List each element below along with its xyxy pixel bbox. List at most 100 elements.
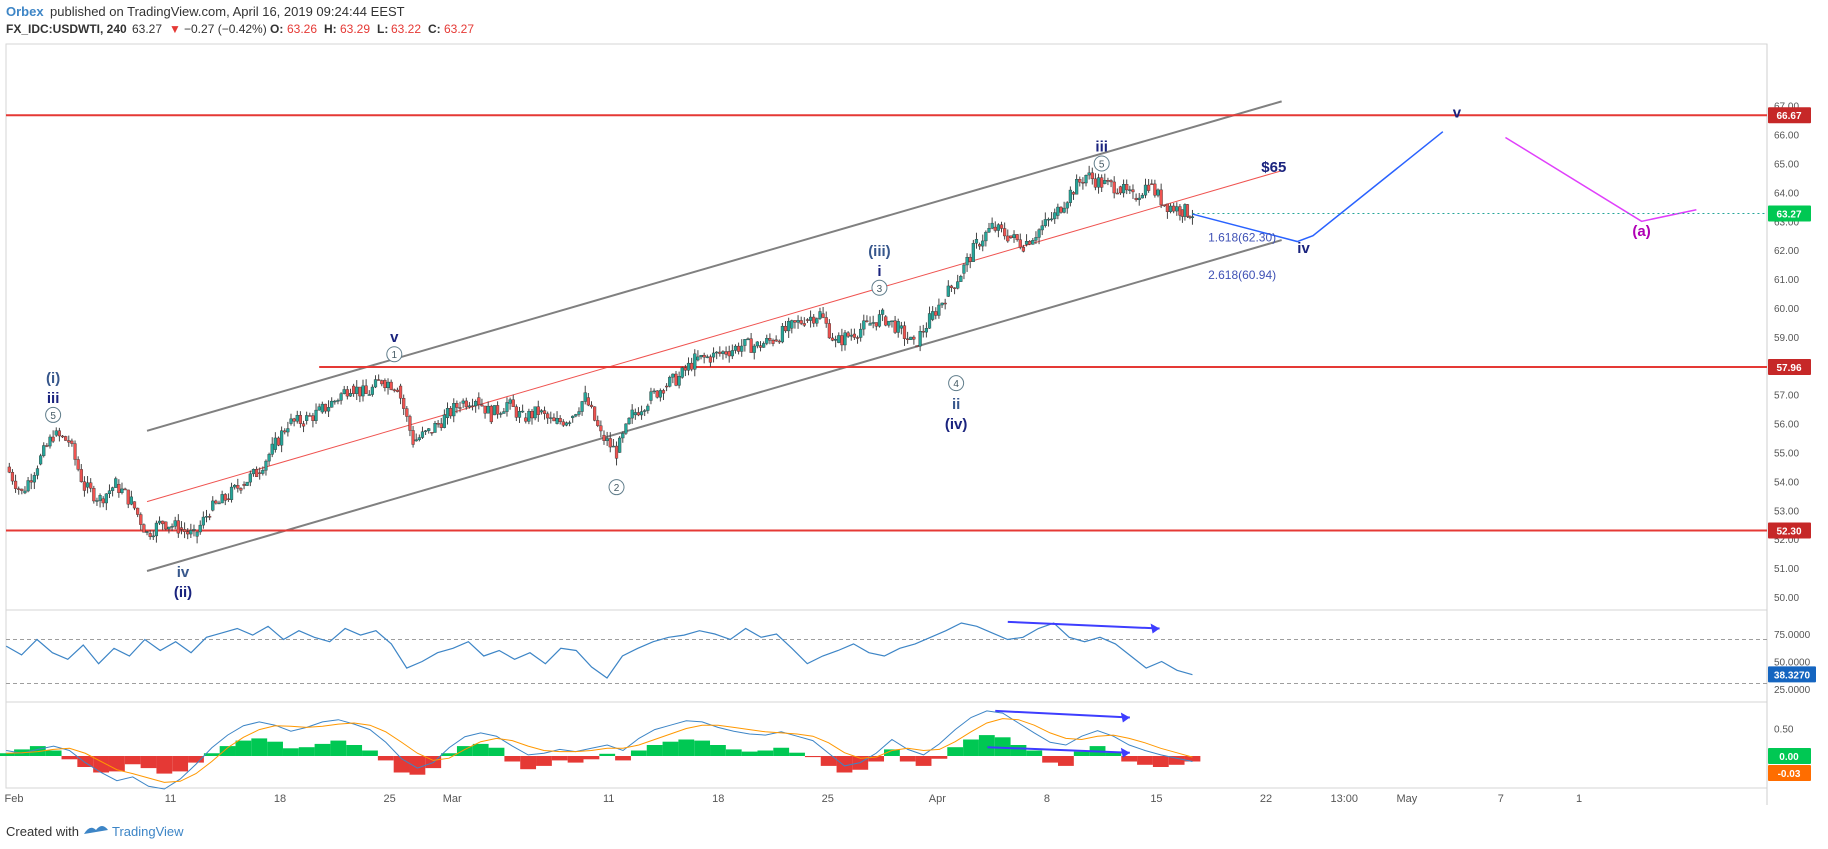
candle-body <box>117 484 121 493</box>
candle-body <box>1109 180 1113 183</box>
candle-body <box>978 244 982 247</box>
candle-body <box>984 231 988 242</box>
candle-body <box>990 222 994 229</box>
candle-body <box>1006 235 1010 242</box>
candle-body <box>862 320 866 330</box>
candle-body <box>1125 184 1129 191</box>
candle-body <box>624 423 628 434</box>
candle-body <box>1056 206 1060 216</box>
macd-hist-badge <box>1768 748 1811 764</box>
candle-body <box>273 437 277 450</box>
candle-body <box>132 501 137 509</box>
macd-histogram-bar <box>994 737 1011 756</box>
candle-body <box>386 381 390 389</box>
macd-histogram-bar <box>694 740 711 756</box>
candle-body <box>145 531 149 533</box>
candle-body <box>1071 192 1076 195</box>
candle-body <box>1037 229 1041 238</box>
candle-body <box>10 472 15 482</box>
candle-body <box>395 389 400 392</box>
candle-body <box>1140 194 1144 199</box>
macd-histogram-bar <box>536 756 552 766</box>
candle-body <box>104 493 108 504</box>
candle-body <box>23 490 27 494</box>
candle-body <box>417 437 421 440</box>
time-axis[interactable]: Feb 11 18 25 Mar 11 18 25 Apr 8 15 22 13:00 May 7 1 <box>5 793 1583 805</box>
header-low-label: L: <box>377 22 388 36</box>
wave-label: iii <box>47 390 60 407</box>
macd-histogram-bar <box>29 746 46 756</box>
candle-body <box>455 403 459 408</box>
macd-histogram-bar <box>504 756 521 762</box>
candle-body <box>1115 192 1119 195</box>
candle-body <box>330 400 334 408</box>
wave-circle-label: 5 <box>1099 160 1105 171</box>
candle-body <box>342 389 346 394</box>
candle-body <box>934 311 938 316</box>
candle-body <box>921 331 925 333</box>
candle-body <box>1012 234 1016 238</box>
candle-body <box>1175 206 1179 212</box>
candle-body <box>643 410 647 412</box>
candle-body <box>1106 180 1110 182</box>
candle-body <box>317 406 321 411</box>
candle-body <box>1134 197 1138 200</box>
candle-body <box>151 535 155 538</box>
candle-body <box>1156 189 1160 196</box>
rsi-tick-label: 50.0000 <box>1774 658 1811 669</box>
candle-body <box>1028 240 1032 245</box>
rsi-pane[interactable] <box>5 609 1768 703</box>
candle-body <box>740 345 744 352</box>
candle-body <box>167 526 171 530</box>
candle-body <box>865 320 869 322</box>
candle-body <box>887 320 891 326</box>
annotation-label: iv <box>1297 240 1310 257</box>
candle-body <box>79 469 83 482</box>
level-resistance-badge <box>1768 107 1811 124</box>
candle-body <box>398 385 403 399</box>
candle-body <box>974 239 979 244</box>
macd-histogram-bar <box>789 752 805 756</box>
price-pane[interactable] <box>5 43 1768 611</box>
time-tick-label: 11 <box>603 793 614 805</box>
candle-body <box>433 423 437 433</box>
footer-brand[interactable]: TradingView <box>112 824 184 839</box>
macd-histogram-bar <box>1184 756 1201 762</box>
candle-body <box>13 480 18 489</box>
macd-histogram-bar <box>520 756 537 770</box>
candle-body <box>1015 234 1019 240</box>
candle-body <box>42 445 46 456</box>
alternate-path <box>1505 136 1697 223</box>
candle-body <box>430 432 434 434</box>
candle-body <box>1112 181 1116 194</box>
macd-histogram-bar <box>630 750 647 756</box>
candle-body <box>489 405 493 423</box>
candle-body <box>627 417 631 425</box>
candle-body <box>405 408 409 417</box>
candle-body <box>411 430 415 445</box>
wave-label: i <box>877 263 881 280</box>
candle-body <box>389 381 393 390</box>
macd-histogram-bar <box>362 750 378 756</box>
candle-body <box>661 390 666 394</box>
time-tick-label: 18 <box>274 793 286 805</box>
candle-body <box>542 410 547 414</box>
macd-histogram-bar <box>884 749 900 756</box>
candle-body <box>690 362 694 370</box>
candle-body <box>1090 172 1094 180</box>
candle-body <box>718 351 722 354</box>
candle-body <box>186 531 190 535</box>
candle-body <box>1131 189 1135 193</box>
wave-label: (i) <box>46 370 60 387</box>
candle-body <box>583 392 587 402</box>
header-brand[interactable]: Orbex <box>6 4 44 19</box>
macd-histogram-bar <box>978 735 995 756</box>
candle-body <box>768 338 772 341</box>
annotations: $65 1.618(62.30) 2.618(60.94) iv v (a) <box>1208 104 1651 282</box>
candle-body <box>45 445 49 447</box>
candle-body <box>846 332 850 337</box>
candle-body <box>721 351 725 354</box>
annotation-label: v <box>1453 104 1462 121</box>
candle-body <box>859 328 863 338</box>
